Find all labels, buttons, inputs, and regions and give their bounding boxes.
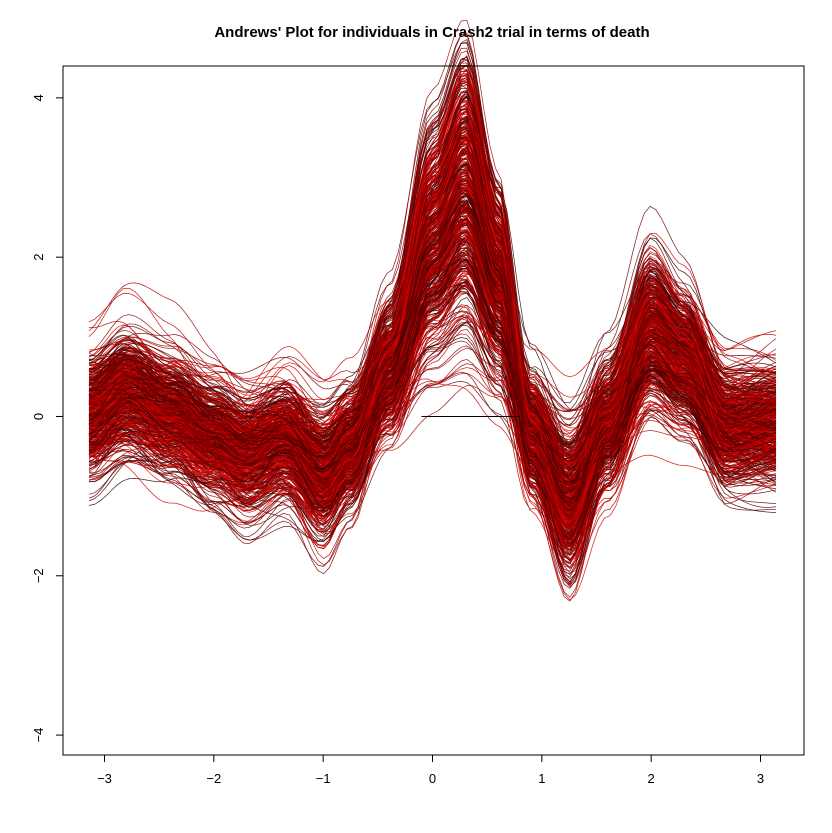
andrews-curve <box>88 129 777 508</box>
andrews-curve <box>88 248 777 503</box>
andrews-curve <box>88 223 777 512</box>
y-tick-label: 2 <box>31 254 46 261</box>
andrews-curve <box>88 312 777 479</box>
x-tick-label: −3 <box>97 771 112 786</box>
andrews-curve <box>88 224 777 481</box>
x-axis: −3 −2 −1 0 1 2 3 <box>97 754 764 786</box>
x-tick-label: −2 <box>206 771 221 786</box>
andrews-curve <box>88 193 777 494</box>
andrews-curve <box>88 202 777 500</box>
andrews-curve <box>88 65 777 531</box>
andrews-curve <box>88 196 777 473</box>
andrews-curve <box>88 378 777 487</box>
andrews-curve <box>88 258 777 500</box>
andrews-curve <box>88 189 777 505</box>
andrews-curve <box>88 264 777 494</box>
andrews-curve <box>88 103 777 523</box>
x-tick-label: 0 <box>429 771 436 786</box>
andrews-curve <box>88 321 777 477</box>
andrews-curve <box>88 90 777 518</box>
x-tick-label: 2 <box>648 771 655 786</box>
andrews-curve <box>88 69 777 549</box>
andrews-curve <box>88 235 777 509</box>
y-tick-label: 4 <box>31 94 46 101</box>
andrews-curve <box>88 137 777 601</box>
andrews-curve <box>88 109 777 507</box>
y-tick-label: −4 <box>31 728 46 743</box>
andrews-curve <box>88 206 777 498</box>
andrews-curve <box>88 280 777 517</box>
andrews-curve <box>88 240 777 500</box>
andrews-curve <box>88 19 777 548</box>
andrews-curve <box>88 324 777 459</box>
andrews-curve <box>88 151 777 521</box>
andrews-curve <box>88 180 777 542</box>
andrews-curve <box>88 292 777 465</box>
y-axis: −4 −2 0 2 4 <box>31 94 64 743</box>
andrews-curve <box>88 215 777 494</box>
andrews-curve <box>88 119 777 557</box>
andrews-curve <box>88 56 777 511</box>
y-tick-label: −2 <box>31 568 46 583</box>
andrews-curve <box>88 177 777 506</box>
andrews-curve <box>88 108 777 514</box>
x-tick-label: 3 <box>757 771 764 786</box>
andrews-curve <box>88 206 777 456</box>
andrews-curve <box>88 168 777 508</box>
andrews-curve <box>88 137 777 528</box>
andrews-curve <box>88 263 777 492</box>
y-tick-label: 0 <box>31 413 46 420</box>
andrews-curve <box>88 110 777 538</box>
andrews-curve <box>88 171 777 475</box>
andrews-curve <box>88 153 777 519</box>
andrews-curve <box>88 340 777 462</box>
andrews-curve <box>88 90 777 567</box>
andrews-curve <box>88 315 777 467</box>
andrews-curve <box>88 287 777 500</box>
x-tick-label: −1 <box>316 771 331 786</box>
andrews-curve <box>88 168 777 513</box>
andrews-curve <box>88 143 777 537</box>
andrews-curve <box>88 118 777 509</box>
andrews-curve <box>88 302 777 464</box>
andrews-curve <box>88 71 777 561</box>
andrews-curve <box>88 178 777 522</box>
andrews-curves <box>88 19 777 602</box>
andrews-curve <box>88 221 777 481</box>
x-tick-label: 1 <box>538 771 545 786</box>
chart-title: Andrews' Plot for individuals in Crash2 … <box>214 24 649 41</box>
